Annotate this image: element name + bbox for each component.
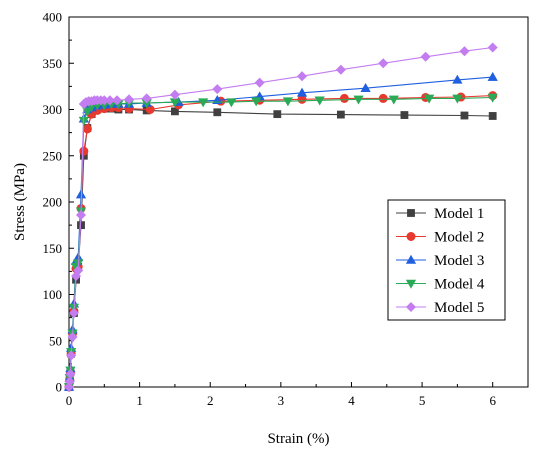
data-point [254,77,265,88]
data-point [378,93,388,103]
data-point [82,124,92,134]
data-point [388,95,399,105]
y-tick-label: 200 [43,195,63,210]
data-point [452,94,463,104]
data-point [64,376,75,387]
y-tick-label: 300 [43,102,63,117]
legend-marker [407,209,415,217]
data-point [171,107,179,116]
data-point [353,95,364,105]
data-point [335,64,346,75]
data-point [65,369,76,380]
legend-entry: Model 4 [396,277,485,293]
data-point [141,93,152,104]
legend-label: Model 1 [434,206,484,222]
data-point [420,51,431,62]
data-point [336,110,345,119]
legend-entry: Model 1 [396,206,484,222]
x-tick-label: 3 [278,393,285,408]
data-point [400,111,409,119]
data-point [297,71,308,82]
x-tick-label: 4 [348,393,355,408]
data-point [75,209,87,220]
data-point [488,112,497,120]
data-point [66,350,77,361]
y-tick-label: 400 [43,10,63,25]
data-point [452,74,463,84]
data-point [459,46,470,57]
legend-marker [406,232,416,242]
x-tick-label: 5 [419,393,426,408]
x-axis-title: Strain (%) [267,431,329,447]
data-point [104,95,115,106]
data-point [487,93,498,103]
axes: 0 1 2 3 4 5 6 0 50 100 150 200 250 300 350 400 [43,10,529,408]
y-tick-label: 50 [49,333,62,348]
data-point [213,108,222,117]
x-tick-label: 1 [136,393,143,408]
legend-marker [405,254,417,264]
legend-label: Model 2 [434,230,484,246]
data-point [73,265,84,276]
legend-marker [405,301,417,313]
legend-label: Model 3 [434,253,484,269]
data-point [296,87,308,97]
data-point [212,84,223,95]
data-point [79,146,89,156]
data-point [82,107,93,117]
legend-entry: Model 3 [396,253,484,269]
data-point [273,110,282,119]
data-point [360,83,371,92]
y-tick-label: 0 [56,380,63,395]
series-layer [63,42,498,393]
y-tick-label: 150 [43,241,63,256]
data-point [424,94,435,104]
y-axis-title: Stress (MPa) [12,163,28,241]
legend-marker [405,279,417,289]
data-point [487,42,498,53]
legend-label: Model 5 [434,300,484,316]
data-point [68,307,79,319]
x-tick-label: 0 [66,393,73,408]
data-point [198,98,209,108]
data-point [378,58,389,69]
x-tick-label: 6 [489,393,496,408]
y-tick-label: 350 [43,56,63,71]
series-5 [63,42,498,393]
legend: Model 1 Model 2 Model 3 Model 4 Model 5 [387,199,506,321]
data-point [339,93,349,103]
data-point [123,94,135,105]
y-tick-label: 100 [43,287,63,302]
data-point [226,98,237,108]
legend-entry: Model 2 [396,230,484,246]
x-tick-label: 2 [207,393,214,408]
data-point [67,332,78,343]
legend-entry: Model 5 [396,300,484,316]
series-4 [63,93,498,393]
data-point [251,97,262,107]
data-point [487,71,498,81]
data-point [314,96,325,106]
data-point [460,111,469,120]
data-point [282,97,294,107]
data-point [169,89,180,100]
y-tick-label: 250 [43,148,63,163]
legend-label: Model 4 [434,277,485,293]
data-point [111,95,123,106]
